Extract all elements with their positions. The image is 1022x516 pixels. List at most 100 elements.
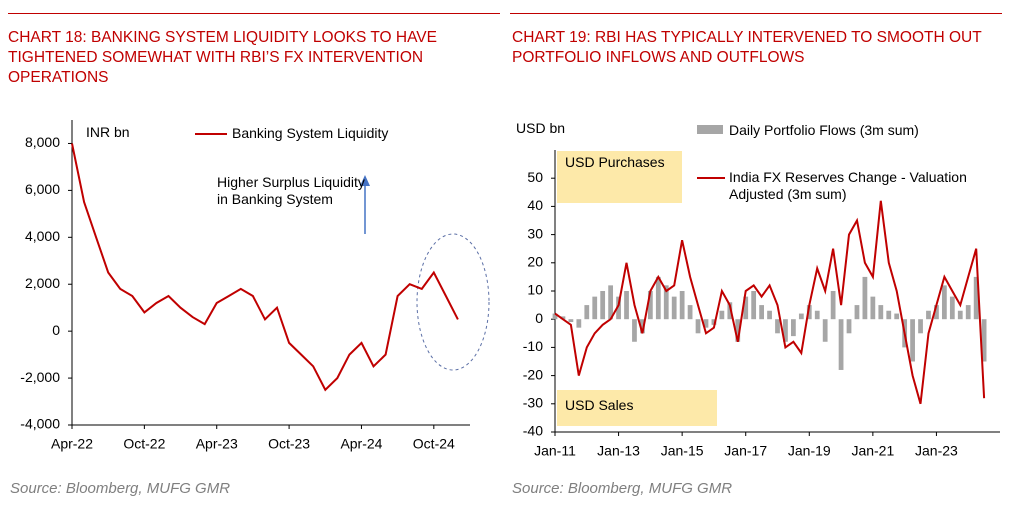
x-tick-label: Apr-22 bbox=[51, 436, 93, 452]
line bbox=[71, 143, 459, 392]
x-tick-label: Apr-24 bbox=[340, 436, 382, 452]
bar bbox=[695, 319, 701, 334]
highlight-ellipse bbox=[416, 233, 490, 371]
bar bbox=[560, 316, 566, 320]
source: Source: Bloomberg, MUFG GMR bbox=[512, 480, 733, 497]
bar bbox=[584, 305, 590, 320]
x-tick-label: Jan-15 bbox=[661, 443, 704, 459]
bar bbox=[838, 319, 844, 370]
bar bbox=[957, 310, 963, 320]
x-tick-label: Oct-23 bbox=[268, 436, 310, 452]
bar bbox=[767, 310, 772, 320]
bar bbox=[941, 285, 947, 320]
y-tick-label: 30 bbox=[527, 225, 543, 241]
bar bbox=[822, 319, 828, 342]
y-tick-label: 40 bbox=[527, 197, 543, 213]
bar bbox=[830, 291, 836, 320]
bar bbox=[886, 310, 892, 320]
y-tick-label: -2,000 bbox=[20, 369, 60, 385]
bar bbox=[926, 310, 931, 320]
bar bbox=[663, 285, 669, 320]
chart-title: CHART 19: RBI HAS TYPICALLY INTERVENED T… bbox=[512, 29, 982, 66]
arrow-head bbox=[360, 175, 370, 186]
bar bbox=[798, 313, 804, 320]
bar bbox=[894, 313, 900, 320]
annotation: USD Purchases bbox=[557, 151, 682, 203]
bar bbox=[973, 276, 979, 320]
y-tick-label: 10 bbox=[527, 282, 543, 298]
source: Source: Bloomberg, MUFG GMR bbox=[10, 480, 231, 497]
y-tick-label: -40 bbox=[523, 423, 543, 439]
bar bbox=[687, 305, 693, 320]
bar bbox=[751, 291, 757, 320]
bar bbox=[806, 305, 812, 320]
bar bbox=[600, 291, 606, 320]
y-tick-label: -4,000 bbox=[20, 416, 60, 432]
bar bbox=[719, 310, 725, 320]
legend-label: India FX Reserves Change - Valuation Adj… bbox=[729, 169, 967, 202]
bar bbox=[647, 291, 653, 320]
bar bbox=[846, 319, 852, 334]
y-tick-label: 8,000 bbox=[25, 134, 60, 150]
bar bbox=[576, 319, 582, 328]
bar bbox=[679, 291, 685, 320]
x-tick-label: Jan-11 bbox=[534, 443, 576, 459]
bar bbox=[981, 319, 987, 362]
legend-swatch bbox=[697, 177, 725, 179]
annotation: USD Sales bbox=[557, 390, 717, 426]
x-tick-label: Apr-23 bbox=[196, 436, 238, 452]
y-tick-label: -10 bbox=[523, 338, 543, 354]
bar bbox=[949, 296, 955, 320]
bar bbox=[671, 296, 677, 320]
bar bbox=[703, 319, 709, 328]
x-tick-label: Oct-24 bbox=[413, 436, 455, 452]
rule bbox=[510, 13, 1002, 14]
x-tick-label: Jan-23 bbox=[915, 443, 958, 459]
bar bbox=[918, 319, 923, 334]
bar bbox=[862, 276, 868, 320]
line bbox=[554, 200, 986, 405]
x-tick-label: Jan-19 bbox=[788, 443, 831, 459]
legend-label: Daily Portfolio Flows (3m sum) bbox=[729, 122, 919, 138]
bar bbox=[759, 305, 764, 320]
y-tick-label: 6,000 bbox=[25, 181, 60, 197]
axis-unit: INR bn bbox=[86, 124, 130, 140]
bar bbox=[775, 319, 780, 334]
x-tick-label: Oct-22 bbox=[123, 436, 165, 452]
y-tick-label: -30 bbox=[523, 395, 543, 411]
bar bbox=[783, 319, 788, 342]
rule bbox=[8, 13, 500, 14]
bar bbox=[632, 319, 637, 342]
bar bbox=[592, 296, 598, 320]
bar bbox=[814, 310, 820, 320]
bar bbox=[568, 319, 574, 323]
legend-swatch bbox=[195, 133, 227, 135]
bar bbox=[640, 319, 645, 334]
bar bbox=[552, 313, 558, 320]
y-tick-label: 4,000 bbox=[25, 228, 60, 244]
y-tick-label: -20 bbox=[523, 366, 543, 382]
x-tick-label: Jan-17 bbox=[724, 443, 767, 459]
bar bbox=[735, 319, 741, 342]
bar bbox=[910, 319, 915, 362]
axis-unit: USD bn bbox=[516, 120, 566, 136]
bar bbox=[655, 276, 661, 320]
y-tick-label: 20 bbox=[527, 254, 543, 270]
x-tick-label: Jan-21 bbox=[851, 443, 894, 459]
bar bbox=[791, 319, 796, 337]
annotation: Higher Surplus Liquidity in Banking Syst… bbox=[217, 174, 365, 207]
bar bbox=[727, 302, 733, 320]
bar bbox=[965, 305, 971, 320]
bar bbox=[616, 296, 621, 320]
legend-swatch bbox=[697, 125, 723, 134]
y-tick-label: 50 bbox=[527, 169, 543, 185]
y-tick-label: 0 bbox=[52, 322, 60, 338]
x-tick-label: Jan-13 bbox=[597, 443, 640, 459]
bar bbox=[878, 305, 884, 320]
bar bbox=[934, 305, 939, 320]
legend-label: Banking System Liquidity bbox=[232, 125, 389, 141]
bar bbox=[743, 296, 749, 320]
chart-title: CHART 18: BANKING SYSTEM LIQUIDITY LOOKS… bbox=[8, 29, 437, 86]
bar bbox=[624, 291, 629, 320]
